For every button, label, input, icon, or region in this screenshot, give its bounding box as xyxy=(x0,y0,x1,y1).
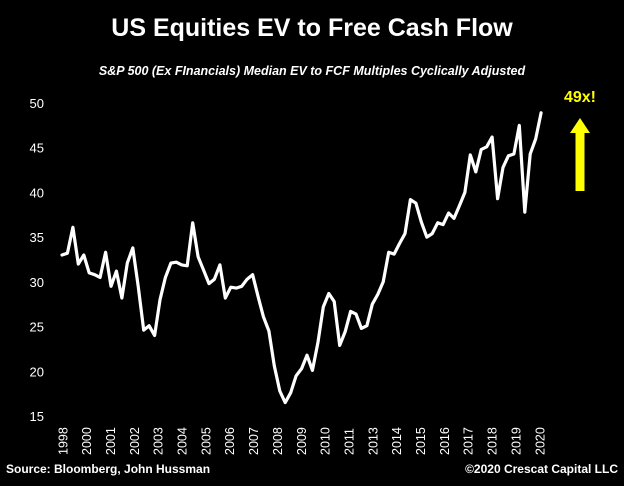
y-tick-label: 20 xyxy=(30,364,44,379)
x-tick-label: 2017 xyxy=(462,427,476,455)
y-tick-label: 30 xyxy=(30,275,44,290)
y-tick-label: 35 xyxy=(30,230,44,245)
x-tick-label: 2013 xyxy=(366,427,380,455)
x-tick-label: 2002 xyxy=(128,427,142,455)
x-tick-label: 2003 xyxy=(152,427,166,455)
x-tick-label: 2006 xyxy=(223,427,237,455)
x-axis: 1998 2000 2001 2002 2003 2004 2005 2006 2007 2008… xyxy=(56,427,547,455)
ev-fcf-series-line xyxy=(60,111,543,405)
chart-title: US Equities EV to Free Cash Flow xyxy=(111,14,513,42)
y-tick-label: 45 xyxy=(30,141,44,156)
x-tick-label: 2019 xyxy=(509,427,523,455)
x-tick-label: 2008 xyxy=(271,427,285,455)
chart-subtitle: S&P 500 (Ex FInancials) Median EV to FCF… xyxy=(98,64,526,78)
source-note: Source: Bloomberg, John Hussman xyxy=(6,462,211,476)
y-tick-label: 15 xyxy=(30,409,44,424)
x-tick-label: 2018 xyxy=(486,427,500,455)
x-tick-label: 2015 xyxy=(414,427,428,455)
annotation-group: 49x! xyxy=(564,89,596,191)
x-tick-label: 2004 xyxy=(176,427,190,455)
x-tick-label: 2001 xyxy=(104,427,118,455)
x-tick-label: 2005 xyxy=(199,427,213,455)
annotation-label: 49x! xyxy=(564,89,596,106)
x-tick-label: 1998 xyxy=(56,427,70,455)
x-tick-label: 2007 xyxy=(247,427,261,455)
x-tick-label: 2016 xyxy=(438,427,452,455)
x-tick-label: 2000 xyxy=(80,427,94,455)
x-tick-label: 2020 xyxy=(533,427,547,455)
x-tick-label: 2010 xyxy=(319,427,333,455)
y-tick-label: 25 xyxy=(30,320,44,335)
up-arrow-icon xyxy=(570,118,590,191)
x-tick-label: 2011 xyxy=(342,428,356,455)
y-axis: 15 20 25 30 35 40 45 50 xyxy=(30,96,44,424)
y-tick-label: 50 xyxy=(30,96,44,111)
y-tick-label: 40 xyxy=(30,185,44,200)
x-tick-label: 2014 xyxy=(390,427,404,455)
x-tick-label: 2009 xyxy=(295,427,309,455)
copyright-note: ©2020 Crescat Capital LLC xyxy=(465,462,618,476)
